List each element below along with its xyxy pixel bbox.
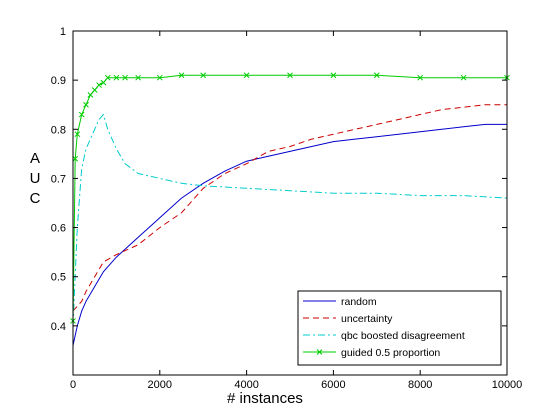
series-point-marker	[243, 72, 250, 79]
legend-entry-1: uncertainty	[303, 313, 393, 325]
legend-marker	[316, 349, 323, 355]
series-0	[72, 123, 507, 346]
series-point-marker	[83, 101, 89, 108]
series-layer	[70, 72, 510, 346]
y-tick-label: 1	[60, 26, 66, 38]
legend-entry-0: random	[303, 296, 377, 308]
y-axis-label-letter-2: U	[30, 170, 41, 187]
y-tick-label: 0.9	[51, 75, 66, 87]
series-point-marker	[287, 72, 293, 79]
y-tick-label: 0.7	[51, 173, 66, 185]
legend-label: guided 0.5 proportion	[341, 347, 440, 359]
series-point-marker	[460, 74, 467, 81]
ticks-layer: 0 2000 4000 6000 8000 10000 0.4 0.5 0.6 0.7 0.8 0.9…	[51, 26, 523, 391]
legend-entries: random uncertainty qbc boosted disagreemen…	[303, 296, 465, 359]
series-point-marker	[74, 131, 81, 138]
series-line	[72, 104, 507, 312]
y-axis-label: A U C	[30, 150, 41, 207]
y-tick-label: 0.8	[51, 124, 66, 136]
legend-label: qbc boosted disagreement	[341, 330, 465, 342]
legend-label: uncertainty	[341, 313, 393, 325]
series-2	[72, 113, 508, 326]
x-tick-label: 10000	[492, 379, 523, 391]
series-point-marker	[135, 74, 141, 81]
y-tick-label: 0.4	[51, 321, 66, 333]
series-point-marker	[78, 111, 85, 118]
series-point-marker	[373, 72, 380, 79]
x-tick-label: 8000	[408, 379, 432, 391]
series-point-marker	[100, 79, 107, 86]
legend-entry-2: qbc boosted disagreement	[303, 330, 465, 342]
plot-frame	[72, 30, 508, 376]
series-point-marker	[122, 74, 128, 81]
legend-entry-3: guided 0.5 proportion	[303, 347, 440, 359]
series-point-marker	[72, 155, 79, 162]
x-tick-label: 4000	[234, 379, 258, 391]
series-line	[72, 123, 507, 346]
x-tick-label: 6000	[321, 379, 345, 391]
y-axis-label-letter-1: A	[30, 150, 40, 167]
series-point-marker	[87, 92, 94, 98]
series-point-marker	[200, 72, 207, 79]
series-point-marker	[104, 74, 111, 81]
x-tick-label: 2000	[148, 379, 172, 391]
y-tick-label: 0.6	[51, 223, 66, 235]
y-axis-label-letter-3: C	[30, 190, 41, 207]
y-tick-label: 0.5	[51, 272, 66, 284]
series-1	[72, 104, 507, 312]
x-axis-label: # instances	[227, 390, 303, 407]
series-point-marker	[156, 74, 163, 81]
series-point-marker	[113, 74, 120, 81]
series-3	[70, 72, 510, 324]
legend-label: random	[341, 296, 377, 308]
x-tick-label: 0	[70, 379, 76, 391]
series-point-marker	[330, 72, 337, 79]
series-point-marker	[96, 82, 102, 88]
series-point-marker	[417, 74, 424, 81]
legend-box	[297, 290, 502, 366]
series-line	[72, 113, 508, 326]
series-point-marker	[178, 72, 185, 79]
legend: random uncertainty qbc boosted disagreemen…	[297, 290, 502, 366]
series-point-marker	[91, 87, 98, 93]
